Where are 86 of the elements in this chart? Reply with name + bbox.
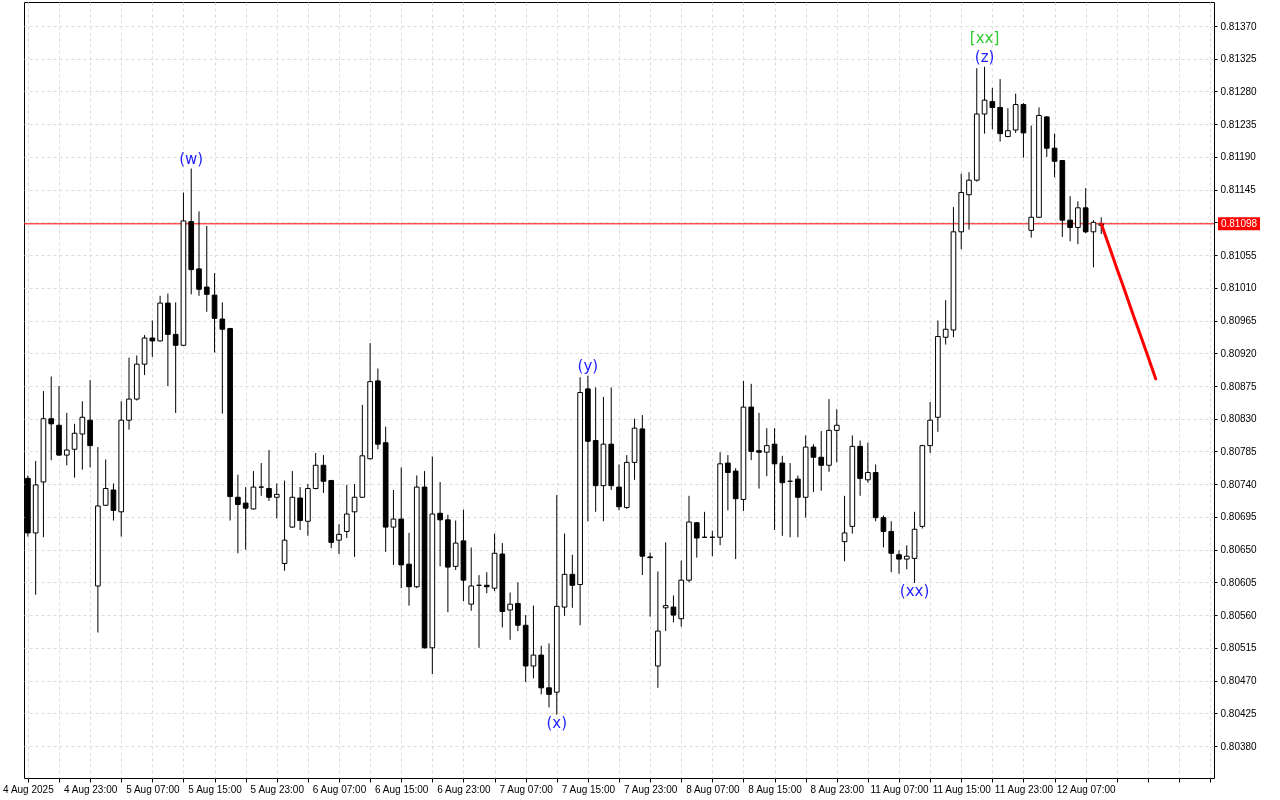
y-tick-label: 0.81325 (1220, 53, 1258, 65)
candlestick (515, 581, 521, 632)
candlestick (903, 544, 910, 570)
candlestick (763, 427, 770, 477)
candlestick (343, 484, 350, 539)
x-tick-label: 8 Aug 07:00 (686, 783, 740, 795)
x-tick-label: 7 Aug 15:00 (561, 783, 616, 795)
candlestick (546, 642, 552, 708)
y-tick-label: 0.80830 (1220, 413, 1258, 425)
candlestick (126, 357, 132, 431)
annotation: (w) (179, 149, 204, 168)
x-tick-label: 11 Aug 15:00 (932, 783, 992, 795)
x-tick-label: 6 Aug 23:00 (437, 783, 492, 795)
candlestick (507, 592, 513, 641)
candlestick (966, 171, 972, 231)
y-tick-label: 0.80515 (1220, 642, 1258, 654)
candlestick (725, 454, 731, 511)
candlestick (833, 408, 840, 463)
y-tick-label: 0.80605 (1220, 576, 1258, 588)
x-tick-label: 8 Aug 15:00 (748, 783, 803, 795)
candlestick (693, 521, 700, 559)
candlestick (647, 552, 653, 618)
candlestick (406, 532, 412, 607)
candlestick (297, 486, 303, 531)
y-tick-label: 0.80695 (1220, 511, 1258, 523)
candlestick (888, 520, 895, 573)
annotation: (xx) (899, 582, 930, 601)
candlestick (468, 546, 475, 612)
y-tick-label: 0.80470 (1220, 675, 1258, 687)
candlestick (437, 481, 443, 567)
candlestick (203, 225, 210, 313)
candlestick (258, 462, 265, 497)
x-tick-label: 6 Aug 15:00 (375, 783, 429, 795)
x-tick-label: 4 Aug 23:00 (63, 783, 118, 795)
y-tick-label: 0.81280 (1220, 85, 1258, 97)
x-tick-label: 7 Aug 23:00 (623, 783, 678, 795)
y-tick-label: 0.81145 (1220, 184, 1257, 196)
candlestick (235, 474, 241, 554)
candlestick (756, 412, 762, 490)
candlestick (795, 474, 801, 538)
y-tick-label: 0.80965 (1220, 315, 1258, 327)
x-tick-label: 5 Aug 07:00 (126, 783, 180, 795)
y-tick-label: 0.80920 (1220, 347, 1258, 359)
annotation: [xx] (969, 28, 1000, 47)
candlestick (483, 571, 490, 594)
y-tick-label: 0.80650 (1220, 544, 1258, 556)
candlestick (896, 549, 902, 575)
y-tick-label: 0.81190 (1220, 151, 1257, 163)
y-tick-label: 0.80380 (1220, 740, 1258, 752)
candlestick (266, 449, 272, 502)
y-tick-label: 0.81370 (1220, 20, 1258, 32)
x-tick-label: 7 Aug 07:00 (499, 783, 554, 795)
annotation: (z) (974, 47, 995, 66)
candlestick (336, 523, 342, 555)
candlestick (1005, 107, 1011, 138)
annotation: (x) (546, 713, 568, 732)
x-tick-label: 5 Aug 15:00 (188, 783, 243, 795)
x-tick-label: 11 Aug 07:00 (870, 783, 930, 795)
x-tick-label: 6 Aug 07:00 (312, 783, 367, 795)
x-tick-label: 12 Aug 07:00 (1056, 783, 1117, 795)
candlestick (273, 482, 280, 519)
x-tick-label: 8 Aug 23:00 (810, 783, 865, 795)
candlestick (281, 480, 288, 572)
y-tick-label: 0.80425 (1220, 707, 1258, 719)
candlestick (818, 430, 825, 492)
y-tick-label: 0.81055 (1220, 249, 1258, 261)
candlestick (48, 376, 55, 461)
candlestick (841, 495, 848, 562)
x-tick-label: 5 Aug 23:00 (250, 783, 305, 795)
candlestick (1028, 125, 1035, 239)
candlestick (1067, 195, 1073, 242)
candlestick (616, 464, 622, 511)
y-tick-label: 0.80785 (1220, 445, 1258, 457)
y-tick-label: 0.80875 (1220, 380, 1258, 392)
annotation: (y) (577, 356, 599, 375)
x-tick-label: 11 Aug 23:00 (994, 783, 1054, 795)
y-tick-label: 0.80560 (1220, 609, 1258, 621)
candlestick (1075, 200, 1081, 245)
candlestick (196, 210, 202, 297)
x-tick-label: 4 Aug 2025 (3, 783, 55, 795)
y-tick-label: 0.80740 (1220, 478, 1258, 490)
y-tick-label: 0.81010 (1220, 282, 1258, 294)
candlestick (63, 412, 70, 466)
candlestick (865, 442, 871, 484)
ref-line-label: 0.81098 (1220, 217, 1258, 229)
y-tick-label: 0.81235 (1220, 118, 1258, 130)
